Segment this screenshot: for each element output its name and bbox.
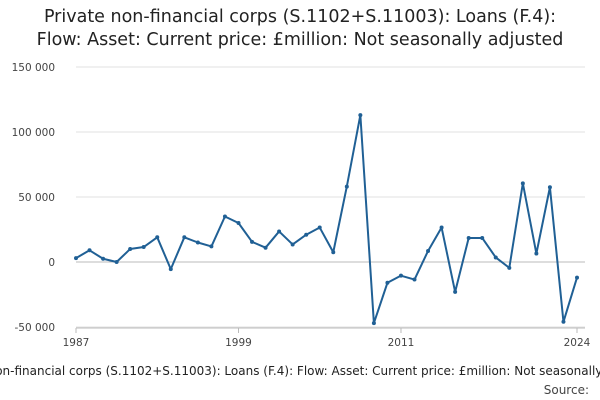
data-point	[398, 273, 403, 278]
data-point	[114, 260, 119, 264]
y-tick-label: 0	[48, 257, 55, 269]
y-tick-label: 50 000	[18, 192, 55, 204]
chart-title: Private non-financial corps (S.1102+S.11…	[0, 6, 600, 52]
grid-layer	[76, 66, 585, 328]
y-tick-label: 150 000	[12, 62, 55, 74]
data-point	[507, 265, 512, 270]
data-point	[317, 225, 322, 230]
data-point	[195, 240, 200, 245]
data-point	[87, 248, 92, 253]
data-point	[480, 235, 485, 240]
source-label: Source:	[544, 383, 589, 397]
x-tick-label: 2011	[388, 337, 415, 349]
data-point	[466, 235, 471, 240]
data-point	[290, 242, 295, 247]
data-point	[439, 225, 444, 230]
data-point	[263, 245, 268, 250]
data-point	[412, 277, 417, 282]
data-point	[426, 248, 431, 253]
data-point	[575, 275, 579, 280]
data-point	[209, 244, 214, 249]
data-point	[304, 232, 309, 237]
data-point	[222, 214, 227, 219]
series-layer	[75, 114, 578, 325]
x-tick-label: 1999	[225, 337, 252, 349]
data-point	[182, 235, 187, 240]
data-point	[358, 113, 363, 118]
data-point	[277, 229, 282, 234]
data-point	[101, 256, 106, 261]
data-point	[371, 321, 376, 326]
chart-title-line-2: Flow: Asset: Current price: £million: No…	[36, 30, 564, 50]
data-point	[344, 184, 349, 189]
data-point	[534, 251, 539, 256]
chart-title-line-1: Private non-financial corps (S.1102+S.11…	[43, 7, 557, 27]
data-point	[168, 267, 173, 272]
data-point	[385, 280, 390, 285]
y-tick-label: -50 000	[14, 322, 55, 334]
axis-layer: 150 000 100 000 50 000 0 -50 000 1987 1999 2011…	[12, 62, 591, 349]
data-point	[520, 181, 525, 186]
data-point	[493, 255, 498, 260]
data-point	[331, 250, 336, 255]
x-tick-label: 1987	[63, 337, 90, 349]
data-point	[236, 221, 241, 225]
x-tick-label: 2024	[564, 337, 591, 349]
legend-label: Private non-financial corps (S.1102+S.11…	[0, 364, 600, 378]
data-point	[128, 247, 133, 251]
data-point	[74, 256, 78, 261]
y-tick-label: 100 000	[12, 127, 55, 139]
data-point	[155, 235, 160, 240]
data-point	[561, 319, 566, 324]
data-point	[547, 185, 552, 190]
series-line	[75, 114, 578, 325]
data-point	[250, 239, 255, 244]
points-layer	[74, 113, 579, 326]
data-point	[453, 289, 458, 294]
data-point	[141, 245, 146, 250]
